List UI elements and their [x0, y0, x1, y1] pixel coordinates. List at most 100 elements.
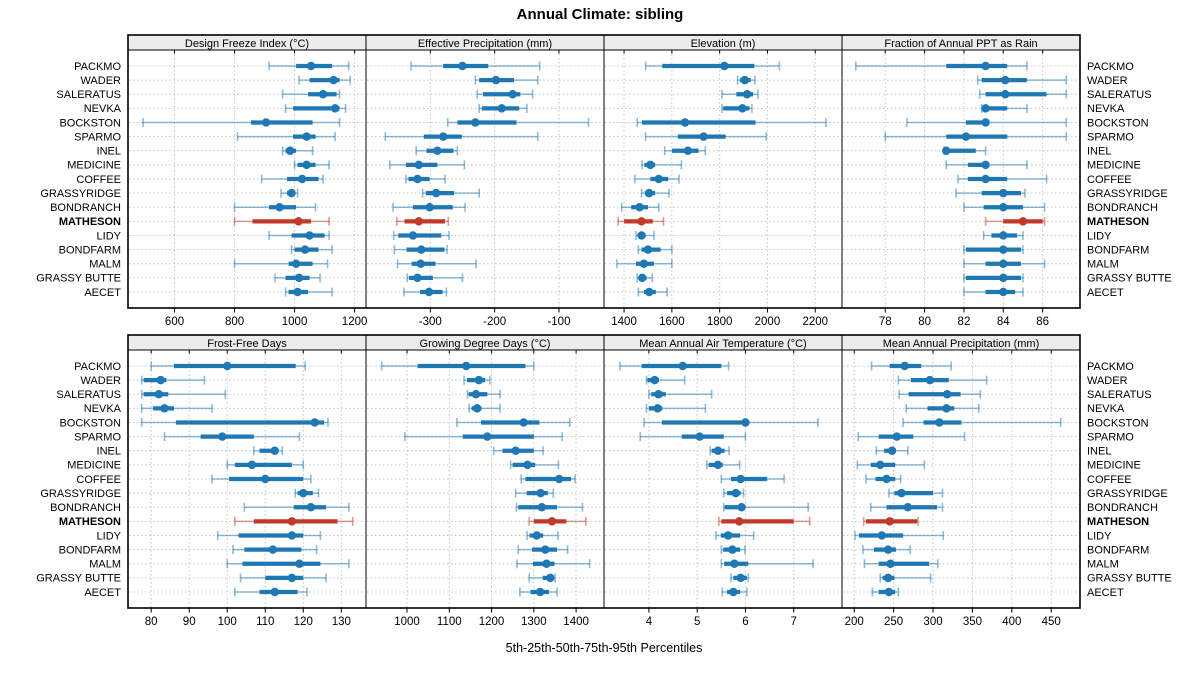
- median-dot: [1018, 217, 1028, 226]
- x-tick-label: 110: [256, 616, 274, 628]
- median-dot: [554, 474, 564, 484]
- median-dot: [275, 203, 284, 212]
- station-label-right: SPARMO: [1087, 431, 1134, 443]
- station-label-right: GRASSYRIDGE: [1087, 188, 1168, 200]
- median-dot: [887, 446, 897, 455]
- median-dot: [472, 404, 482, 413]
- station-label-right: GRASSYRIDGE: [1087, 488, 1168, 500]
- x-tick-label: 5: [694, 616, 700, 628]
- median-dot: [943, 390, 952, 399]
- median-dot: [519, 418, 528, 427]
- median-dot: [897, 488, 906, 498]
- x-tick-label: 1200: [342, 316, 368, 328]
- median-dot: [638, 273, 647, 283]
- median-dot: [886, 559, 895, 568]
- median-dot: [433, 146, 442, 155]
- median-dot: [723, 531, 733, 540]
- station-label-right: BONDRANCH: [1087, 502, 1158, 514]
- median-dot: [903, 503, 913, 512]
- median-dot: [471, 118, 480, 127]
- x-tick-label: 6: [742, 616, 748, 628]
- median-dot: [483, 432, 492, 441]
- median-dot: [247, 460, 257, 470]
- median-dot: [294, 217, 303, 226]
- panel-strip-title: Mean Annual Precipitation (mm): [883, 338, 1040, 350]
- x-tick-label: 2200: [802, 316, 828, 328]
- median-dot: [416, 259, 425, 268]
- station-label-right: MEDICINE: [1087, 160, 1141, 172]
- station-label-right: SALERATUS: [1087, 389, 1152, 401]
- station-label-left: NEVKA: [84, 103, 122, 115]
- median-dot: [413, 273, 422, 283]
- median-dot: [884, 587, 894, 597]
- median-dot: [270, 446, 279, 455]
- median-dot: [925, 375, 935, 385]
- median-dot: [999, 245, 1008, 254]
- percentile-caption: 5th-25th-50th-75th-95th Percentiles: [505, 641, 703, 655]
- median-dot: [699, 132, 708, 141]
- panel-strip-title: Design Freeze Index (°C): [185, 38, 309, 50]
- x-tick-label: 84: [997, 316, 1010, 328]
- x-tick-label: 1400: [563, 616, 589, 628]
- station-label-right: BOCKSTON: [1087, 417, 1149, 429]
- median-dot: [297, 174, 307, 184]
- median-dot: [542, 559, 551, 568]
- station-label-left: LIDY: [97, 530, 122, 542]
- station-label-left: NEVKA: [84, 403, 122, 415]
- median-dot: [999, 259, 1008, 268]
- median-dot: [223, 361, 232, 371]
- station-label-left: INEL: [97, 146, 121, 158]
- median-dot: [294, 273, 304, 283]
- x-tick-label: 1300: [521, 616, 547, 628]
- median-dot: [999, 273, 1008, 283]
- median-dot: [431, 188, 441, 198]
- station-label-right: MATHESON: [1087, 216, 1149, 228]
- median-dot: [730, 559, 739, 568]
- station-label-right: SALERATUS: [1087, 89, 1152, 101]
- median-dot: [547, 517, 557, 526]
- station-label-right: MEDICINE: [1087, 460, 1141, 472]
- median-dot: [471, 390, 481, 399]
- median-dot: [523, 460, 532, 470]
- station-label-right: AECET: [1087, 287, 1124, 299]
- median-dot: [508, 90, 517, 99]
- station-label-right: BONDFARM: [1087, 544, 1149, 556]
- x-tick-label: 80: [145, 616, 158, 628]
- median-dot: [268, 545, 278, 554]
- median-dot: [999, 287, 1008, 297]
- station-label-left: MALM: [89, 559, 121, 571]
- median-dot: [900, 361, 909, 371]
- median-dot: [999, 231, 1008, 240]
- median-dot: [713, 460, 723, 470]
- median-dot: [154, 390, 163, 399]
- station-label-left: GRASSY BUTTE: [36, 573, 121, 585]
- median-dot: [981, 118, 990, 127]
- station-label-left: GRASSYRIDGE: [40, 188, 121, 200]
- median-dot: [639, 259, 649, 268]
- median-dot: [731, 488, 740, 498]
- panel-strip-title: Frost-Free Days: [207, 338, 287, 350]
- median-dot: [713, 446, 723, 455]
- x-tick-label: 80: [918, 316, 931, 328]
- median-dot: [532, 531, 541, 540]
- median-dot: [942, 404, 951, 413]
- median-dot: [877, 531, 886, 540]
- median-dot: [536, 488, 545, 498]
- x-tick-label: 1100: [437, 616, 462, 628]
- x-tick-label: 100: [218, 616, 237, 628]
- station-label-right: SPARMO: [1087, 131, 1134, 143]
- median-dot: [637, 217, 646, 226]
- station-label-left: PACKMO: [74, 61, 121, 73]
- station-label-right: GRASSY BUTTE: [1087, 273, 1172, 285]
- median-dot: [414, 217, 423, 226]
- station-label-right: BONDRANCH: [1087, 202, 1158, 214]
- x-tick-label: 82: [958, 316, 971, 328]
- median-dot: [417, 245, 426, 254]
- median-dot: [882, 474, 891, 484]
- median-dot: [637, 231, 646, 240]
- median-dot: [287, 531, 297, 540]
- median-dot: [546, 573, 555, 583]
- median-dot: [885, 517, 894, 526]
- median-dot: [295, 559, 304, 568]
